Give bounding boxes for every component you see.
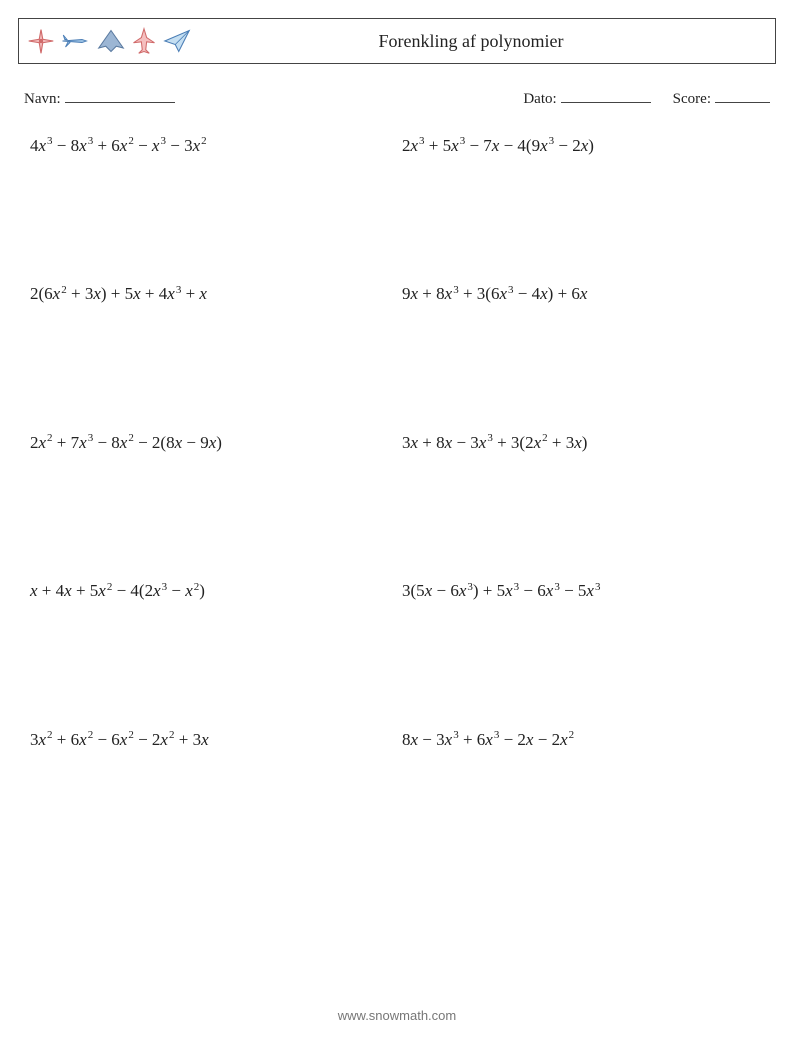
- polynomial-expression: 2x2 + 7x3 − 8x2 − 2(8x − 9x): [30, 433, 392, 453]
- polynomial-expression: 2x3 + 5x3 − 7x − 4(9x3 − 2x): [402, 136, 764, 156]
- polynomial-expression: x + 4x + 5x2 − 4(2x3 − x2): [30, 581, 392, 601]
- worksheet-sheet: Forenkling af polynomier Navn: Dato: Sco…: [0, 0, 794, 1053]
- header-icons: [27, 27, 191, 55]
- polynomial-expression: 9x + 8x3 + 3(6x3 − 4x) + 6x: [402, 284, 764, 304]
- polynomial-expression: 3(5x − 6x3) + 5x3 − 6x3 − 5x3: [402, 581, 764, 601]
- date-label: Dato:: [523, 91, 556, 108]
- worksheet-title: Forenkling af polynomier: [379, 31, 564, 52]
- score-label: Score:: [673, 91, 711, 108]
- name-label: Navn:: [24, 91, 61, 108]
- paper-plane-icon: [163, 28, 191, 54]
- polynomial-expression: 3x + 8x − 3x3 + 3(2x2 + 3x): [402, 433, 764, 453]
- plane-side-icon: [61, 30, 91, 52]
- header-box: Forenkling af polynomier: [18, 18, 776, 64]
- info-row: Navn: Dato: Score:: [24, 88, 770, 108]
- plane-top-icon: [131, 27, 157, 55]
- name-field: Navn:: [24, 88, 175, 108]
- score-blank[interactable]: [715, 88, 770, 103]
- name-blank[interactable]: [65, 88, 175, 103]
- polynomial-expression: 3x2 + 6x2 − 6x2 − 2x2 + 3x: [30, 730, 392, 750]
- polynomial-expression: 4x3 − 8x3 + 6x2 − x3 − 3x2: [30, 136, 392, 156]
- polynomial-expression: 2(6x2 + 3x) + 5x + 4x3 + x: [30, 284, 392, 304]
- date-score-group: Dato: Score:: [523, 88, 770, 108]
- polynomial-expression: 8x − 3x3 + 6x3 − 2x − 2x2: [402, 730, 764, 750]
- plane-stealth-icon: [97, 28, 125, 54]
- date-blank[interactable]: [561, 88, 651, 103]
- problems-grid: 4x3 − 8x3 + 6x2 − x3 − 3x2 2x3 + 5x3 − 7x…: [18, 136, 776, 750]
- plane-front-icon: [27, 27, 55, 55]
- footer-url: www.snowmath.com: [0, 1008, 794, 1023]
